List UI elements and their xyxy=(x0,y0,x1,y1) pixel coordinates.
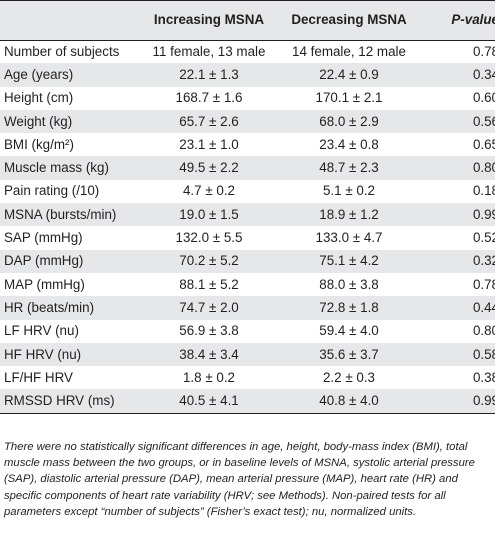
increasing-msna-value: 38.4 ± 3.4 xyxy=(179,346,239,362)
row-label: Muscle mass (kg) xyxy=(4,160,109,176)
increasing-msna-value: 74.7 ± 2.0 xyxy=(179,299,239,315)
bottom-rule xyxy=(0,413,495,414)
p-value: 0.18 xyxy=(472,183,495,199)
row-label: HF HRV (nu) xyxy=(4,346,82,362)
increasing-msna-value: 49.5 ± 2.2 xyxy=(179,160,239,176)
p-value: 0.56 xyxy=(472,113,495,129)
decreasing-msna-value: 72.8 ± 1.8 xyxy=(319,299,379,315)
header-p-value-rest: -value xyxy=(460,12,495,27)
table-row: SAP (mmHg) 132.0 ± 5.5 133.0 ± 4.7 0.52 xyxy=(0,226,495,250)
table-row: BMI (kg/m²) 23.1 ± 1.0 23.4 ± 0.8 0.65 xyxy=(0,133,495,157)
increasing-msna-value: 56.9 ± 3.8 xyxy=(179,323,239,339)
row-label: DAP (mmHg) xyxy=(4,253,84,269)
row-label: LF/HF HRV xyxy=(4,369,73,385)
increasing-msna-value: 11 female, 13 male xyxy=(152,43,266,59)
table-row: LF/HF HRV 1.8 ± 0.2 2.2 ± 0.3 0.38 xyxy=(0,366,495,390)
p-value: 0.38 xyxy=(472,369,495,385)
p-value: 0.99 xyxy=(472,206,495,222)
increasing-msna-value: 23.1 ± 1.0 xyxy=(179,136,239,152)
increasing-msna-value: 65.7 ± 2.6 xyxy=(179,113,239,129)
table-footnote: There were no statistically significant … xyxy=(4,441,475,518)
decreasing-msna-value: 68.0 ± 2.9 xyxy=(319,113,379,129)
p-value: 0.65 xyxy=(472,136,495,152)
table-row: LF HRV (nu) 56.9 ± 3.8 59.4 ± 4.0 0.80 xyxy=(0,319,495,343)
decreasing-msna-value: 22.4 ± 0.9 xyxy=(319,66,379,82)
increasing-msna-value: 19.0 ± 1.5 xyxy=(179,206,239,222)
decreasing-msna-value: 59.4 ± 4.0 xyxy=(319,323,379,339)
decreasing-msna-value: 14 female, 12 male xyxy=(292,43,406,59)
p-value: 0.80 xyxy=(472,323,495,339)
table-row: Weight (kg) 65.7 ± 2.6 68.0 ± 2.9 0.56 xyxy=(0,109,495,134)
row-label: Weight (kg) xyxy=(4,113,73,129)
header-decreasing-msna: Decreasing MSNA xyxy=(291,12,407,27)
p-value: 0.52 xyxy=(472,230,495,246)
p-value: 0.58 xyxy=(472,346,495,362)
row-label: Number of subjects xyxy=(4,43,120,59)
table-row: Age (years) 22.1 ± 1.3 22.4 ± 0.9 0.34 xyxy=(0,63,495,87)
table-row: Muscle mass (kg) 49.5 ± 2.2 48.7 ± 2.3 0.80 xyxy=(0,156,495,180)
table-row: HR (beats/min) 74.7 ± 2.0 72.8 ± 1.8 0.44 xyxy=(0,296,495,320)
row-label: BMI (kg/m²) xyxy=(4,136,74,152)
table-header: Increasing MSNA Decreasing MSNA P-value xyxy=(0,0,495,40)
header-p-value: P-value xyxy=(424,0,495,40)
increasing-msna-value: 4.7 ± 0.2 xyxy=(182,183,236,199)
row-label: LF HRV (nu) xyxy=(4,323,79,339)
p-value: 0.99 xyxy=(472,393,495,409)
table-row: RMSSD HRV (ms) 40.5 ± 4.1 40.8 ± 4.0 0.99 xyxy=(0,389,495,413)
table-row: Pain rating (/10) 4.7 ± 0.2 5.1 ± 0.2 0.18 xyxy=(0,179,495,204)
header-parameter xyxy=(0,0,144,40)
row-label: Age (years) xyxy=(4,66,74,82)
increasing-msna-value: 88.1 ± 5.2 xyxy=(179,276,239,292)
increasing-msna-value: 70.2 ± 5.2 xyxy=(179,253,239,269)
p-value: 0.32 xyxy=(472,253,495,269)
row-label: MSNA (bursts/min) xyxy=(4,206,117,222)
decreasing-msna-value: 2.2 ± 0.3 xyxy=(322,369,376,385)
data-table: Increasing MSNA Decreasing MSNA P-value … xyxy=(0,0,495,413)
p-value: 0.60 xyxy=(472,90,495,106)
row-label: RMSSD HRV (ms) xyxy=(4,393,115,409)
row-label: Height (cm) xyxy=(4,90,74,106)
row-label: HR (beats/min) xyxy=(4,299,95,315)
decreasing-msna-value: 5.1 ± 0.2 xyxy=(322,183,376,199)
decreasing-msna-value: 35.6 ± 3.7 xyxy=(319,346,379,362)
top-rule xyxy=(0,0,495,1)
decreasing-msna-value: 133.0 ± 4.7 xyxy=(315,230,383,246)
decreasing-msna-value: 18.9 ± 1.2 xyxy=(319,206,379,222)
increasing-msna-value: 22.1 ± 1.3 xyxy=(179,66,239,82)
increasing-msna-value: 168.7 ± 1.6 xyxy=(175,90,243,106)
table-row: HF HRV (nu) 38.4 ± 3.4 35.6 ± 3.7 0.58 xyxy=(0,342,495,367)
row-label: SAP (mmHg) xyxy=(4,230,83,246)
header-p-value-italic: P xyxy=(451,12,461,27)
decreasing-msna-value: 170.1 ± 2.1 xyxy=(315,90,383,106)
header-rule xyxy=(0,40,495,41)
decreasing-msna-value: 88.0 ± 3.8 xyxy=(319,276,379,292)
table-row: DAP (mmHg) 70.2 ± 5.2 75.1 ± 4.2 0.32 xyxy=(0,249,495,273)
p-value: 0.34 xyxy=(472,66,495,82)
increasing-msna-value: 1.8 ± 0.2 xyxy=(182,369,236,385)
p-value: 0.78 xyxy=(472,276,495,292)
decreasing-msna-value: 40.8 ± 4.0 xyxy=(319,393,379,409)
table-row: MSNA (bursts/min) 19.0 ± 1.5 18.9 ± 1.2 0.9… xyxy=(0,203,495,227)
table-row: MAP (mmHg) 88.1 ± 5.2 88.0 ± 3.8 0.78 xyxy=(0,272,495,297)
decreasing-msna-value: 23.4 ± 0.8 xyxy=(319,136,379,152)
decreasing-msna-value: 75.1 ± 4.2 xyxy=(319,253,379,269)
table-row: Height (cm) 168.7 ± 1.6 170.1 ± 2.1 0.60 xyxy=(0,86,495,110)
table-row: Number of subjects 11 female, 13 male 14 f… xyxy=(0,40,495,64)
row-label: Pain rating (/10) xyxy=(4,183,100,199)
increasing-msna-value: 40.5 ± 4.1 xyxy=(179,393,239,409)
decreasing-msna-value: 48.7 ± 2.3 xyxy=(319,160,379,176)
p-value: 0.44 xyxy=(472,299,495,315)
row-label: MAP (mmHg) xyxy=(4,276,85,292)
header-increasing-msna: Increasing MSNA xyxy=(153,12,265,27)
increasing-msna-value: 132.0 ± 5.5 xyxy=(175,230,243,246)
header-row: Increasing MSNA Decreasing MSNA P-value xyxy=(0,0,495,40)
p-value: 0.80 xyxy=(472,160,495,176)
table-body: Number of subjects 11 female, 13 male 14 f… xyxy=(0,40,495,413)
p-value: 0.78 xyxy=(472,43,495,59)
